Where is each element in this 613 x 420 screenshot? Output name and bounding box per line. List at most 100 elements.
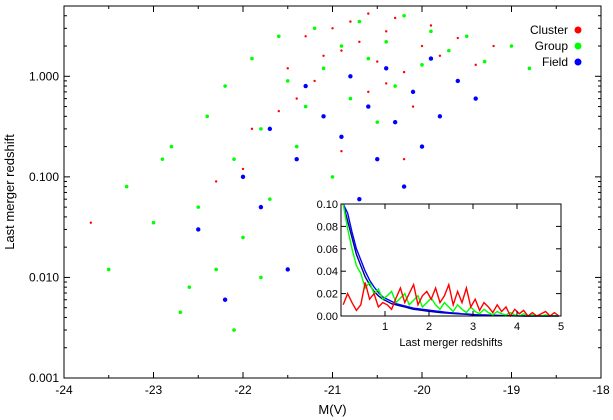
legend-marker-group bbox=[574, 42, 582, 50]
scatter-point-group-1 bbox=[151, 220, 156, 225]
scatter-point-group-28 bbox=[420, 63, 424, 67]
scatter-point-cluster-21 bbox=[367, 90, 370, 94]
scatter-point-cluster-18 bbox=[438, 54, 442, 57]
scatter-point-cluster-28 bbox=[492, 44, 495, 48]
scatter-point-group-5 bbox=[205, 114, 209, 119]
scatter-point-group-30 bbox=[447, 48, 451, 53]
legend-label-field: Field bbox=[542, 55, 568, 69]
scatter-point-group-29 bbox=[429, 29, 433, 34]
scatter-points bbox=[89, 12, 532, 332]
legend-label-cluster: Cluster bbox=[530, 23, 568, 37]
scatter-point-group-6 bbox=[214, 267, 218, 272]
legend: Cluster Group Field bbox=[530, 23, 582, 69]
scatter-point-field-9 bbox=[321, 114, 326, 119]
inset-y-tick-label-5: 0.10 bbox=[317, 199, 338, 211]
scatter-point-group-22 bbox=[357, 19, 362, 24]
main-x-tick-label-6: -18 bbox=[592, 383, 610, 397]
scatter-point-cluster-20 bbox=[474, 63, 477, 67]
scatter-point-cluster-24 bbox=[295, 97, 298, 100]
scatter-point-cluster-14 bbox=[393, 16, 397, 20]
main-x-axis-label: M(V) bbox=[318, 402, 346, 417]
scatter-point-group-16 bbox=[303, 104, 308, 109]
scatter-point-group-10 bbox=[250, 56, 254, 61]
scatter-point-group-37 bbox=[160, 157, 165, 161]
scatter-point-group-14 bbox=[285, 79, 290, 83]
scatter-point-group-11 bbox=[259, 127, 263, 131]
scatter-point-field-5 bbox=[285, 267, 290, 272]
main-scatter-chart: -24 -23 -22 -21 -20 -19 -180.0010.0100.1001.00… bbox=[2, 5, 610, 417]
legend-marker-field bbox=[574, 58, 582, 66]
inset-y-tick-label-3: 0.06 bbox=[317, 244, 338, 256]
scatter-point-field-4 bbox=[267, 126, 273, 132]
scatter-point-group-21 bbox=[348, 96, 353, 101]
scatter-point-group-31 bbox=[464, 34, 469, 39]
scatter-point-group-4 bbox=[196, 205, 201, 209]
scatter-point-group-38 bbox=[259, 275, 263, 280]
scatter-point-field-17 bbox=[392, 119, 398, 125]
scatter-point-group-3 bbox=[178, 310, 183, 315]
scatter-point-field-19 bbox=[410, 89, 416, 95]
scatter-point-field-15 bbox=[375, 156, 380, 162]
main-x-tick-label-2: -22 bbox=[234, 383, 252, 397]
main-y-tick-label-1: 0.010 bbox=[29, 270, 59, 284]
inset-plot-frame bbox=[340, 203, 562, 317]
scatter-point-cluster-17 bbox=[429, 24, 433, 27]
scatter-point-cluster-19 bbox=[456, 36, 459, 40]
scatter-point-cluster-9 bbox=[349, 20, 352, 23]
scatter-point-field-7 bbox=[303, 83, 308, 89]
scatter-point-cluster-12 bbox=[376, 60, 379, 63]
inset-x-tick-label-1: 2 bbox=[426, 321, 432, 333]
scatter-point-cluster-11 bbox=[367, 12, 370, 15]
scatter-point-field-18 bbox=[401, 184, 407, 189]
scatter-point-cluster-22 bbox=[340, 149, 343, 153]
scatter-point-cluster-5 bbox=[304, 35, 307, 38]
inset-series-line-3 bbox=[342, 282, 560, 318]
scatter-point-cluster-0 bbox=[89, 221, 93, 224]
scatter-point-group-8 bbox=[232, 157, 236, 161]
inset-y-tick-label-1: 0.02 bbox=[317, 289, 338, 301]
scatter-point-cluster-4 bbox=[286, 67, 289, 70]
scatter-point-field-14 bbox=[366, 104, 371, 109]
legend-marker-cluster bbox=[574, 26, 582, 34]
main-x-tick-label-3: -21 bbox=[324, 383, 342, 397]
scatter-point-field-2 bbox=[240, 174, 246, 180]
scatter-point-group-2 bbox=[169, 144, 174, 149]
scatter-point-field-16 bbox=[384, 66, 389, 71]
inset-axis-ticks: 1 2 3 4 5 0.00 0.02 0.04 0.06 0.08 0.10 bbox=[317, 199, 564, 333]
scatter-point-field-6 bbox=[294, 156, 299, 162]
scatter-point-field-12 bbox=[348, 74, 353, 79]
scatter-point-group-32 bbox=[482, 59, 487, 64]
scatter-point-group-20 bbox=[339, 44, 344, 48]
inset-x-tick-label-2: 3 bbox=[470, 321, 476, 333]
scatter-point-group-9 bbox=[241, 235, 245, 240]
inset-y-tick-label-4: 0.08 bbox=[317, 221, 338, 233]
main-x-tick-label-1: -23 bbox=[145, 383, 163, 397]
scatter-point-group-23 bbox=[366, 56, 371, 61]
scatter-point-group-0 bbox=[124, 184, 129, 189]
scatter-point-cluster-8 bbox=[340, 49, 343, 52]
scatter-point-group-39 bbox=[232, 328, 236, 332]
scatter-point-group-35 bbox=[106, 267, 111, 272]
scatter-point-group-19 bbox=[330, 175, 335, 179]
scatter-point-cluster-27 bbox=[214, 180, 218, 183]
inset-x-tick-label-0: 1 bbox=[382, 321, 388, 333]
scatter-point-cluster-6 bbox=[313, 79, 316, 83]
scatter-point-cluster-10 bbox=[358, 40, 361, 44]
main-x-tick-label-4: -20 bbox=[413, 383, 431, 397]
main-y-axis-label: Last merger redshift bbox=[2, 134, 17, 250]
scatter-point-field-23 bbox=[455, 78, 460, 84]
main-axis-ticks: -24 -23 -22 -21 -20 -19 -180.0010.0100.1001.00… bbox=[29, 5, 610, 397]
inset-background bbox=[311, 202, 571, 350]
scatter-point-field-1 bbox=[222, 297, 228, 302]
scatter-point-cluster-23 bbox=[402, 157, 406, 161]
scatter-point-field-20 bbox=[419, 144, 425, 149]
main-x-tick-label-0: -24 bbox=[55, 383, 73, 397]
scatter-point-field-24 bbox=[473, 96, 478, 101]
inset-y-tick-label-2: 0.04 bbox=[317, 266, 338, 278]
scatter-point-field-22 bbox=[437, 114, 443, 119]
scatter-point-group-25 bbox=[384, 40, 389, 44]
scatter-point-group-18 bbox=[321, 66, 326, 71]
main-y-tick-label-2: 0.100 bbox=[29, 170, 59, 184]
scatter-point-field-11 bbox=[339, 134, 344, 140]
scatter-point-cluster-7 bbox=[331, 27, 334, 30]
